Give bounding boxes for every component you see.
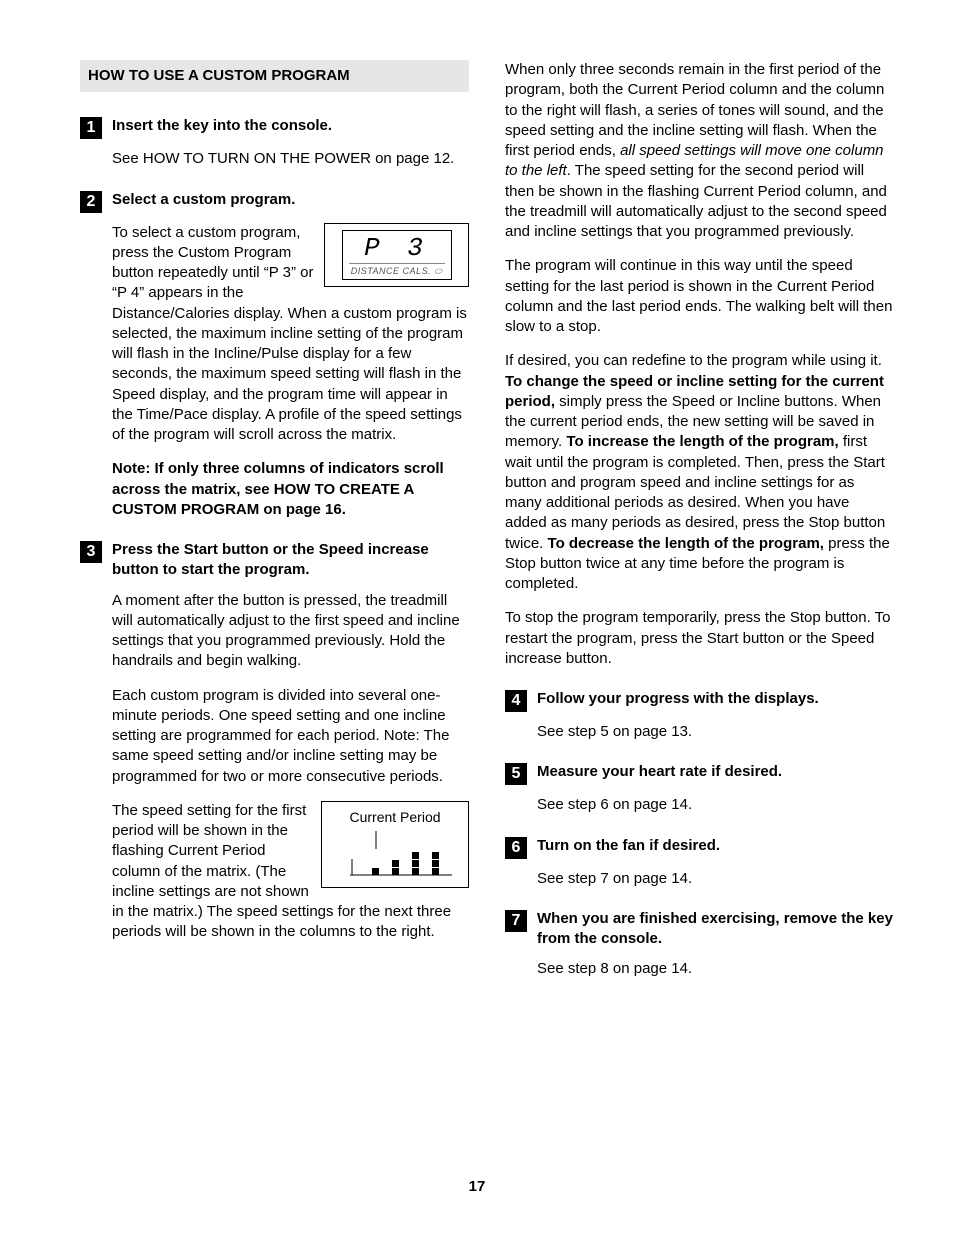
lcd-figure: P 3 DISTANCE CALS. ⬭ (324, 223, 469, 287)
body-text: A moment after the button is pressed, th… (112, 591, 469, 672)
step-title: Select a custom program. (112, 191, 295, 208)
page: HOW TO USE A CUSTOM PROGRAM 1 Insert the… (0, 0, 954, 1235)
two-column-layout: HOW TO USE A CUSTOM PROGRAM 1 Insert the… (80, 60, 894, 1000)
matrix-figure: Current Period (321, 801, 469, 888)
step-title: Follow your progress with the displays. (537, 690, 819, 707)
body-text: See step 7 on page 14. (537, 869, 894, 889)
body-text: When only three seconds remain in the fi… (505, 60, 894, 242)
body-text: See step 5 on page 13. (537, 722, 894, 742)
step-number-badge: 3 (80, 541, 102, 563)
step-number-badge: 7 (505, 910, 527, 932)
body-text: To stop the program temporarily, press t… (505, 608, 894, 669)
step-3-header: 3 Press the Start button or the Speed in… (80, 540, 469, 581)
step-title: Insert the key into the console. (112, 117, 332, 134)
body-text: Each custom program is divided into seve… (112, 686, 469, 787)
left-column: HOW TO USE A CUSTOM PROGRAM 1 Insert the… (80, 60, 469, 1000)
step-6-header: 6 Turn on the fan if desired. (505, 836, 894, 859)
section-header: HOW TO USE A CUSTOM PROGRAM (80, 60, 469, 92)
step-title: When you are finished exercising, remove… (537, 910, 893, 947)
step-3-body: A moment after the button is pressed, th… (112, 591, 469, 943)
right-column: When only three seconds remain in the fi… (505, 60, 894, 1000)
step-7-body: See step 8 on page 14. (537, 959, 894, 979)
step-2-body: P 3 DISTANCE CALS. ⬭ To select a custom … (112, 223, 469, 521)
body-text: The program will continue in this way un… (505, 256, 894, 337)
page-number: 17 (0, 1178, 954, 1195)
body-text: See step 6 on page 14. (537, 795, 894, 815)
step-number-badge: 1 (80, 117, 102, 139)
body-text: See step 8 on page 14. (537, 959, 894, 979)
step-number-badge: 5 (505, 763, 527, 785)
step-title: Turn on the fan if desired. (537, 837, 720, 854)
continuation-text: When only three seconds remain in the fi… (505, 60, 894, 669)
step-number-badge: 6 (505, 837, 527, 859)
step-number-badge: 4 (505, 690, 527, 712)
step-number-badge: 2 (80, 191, 102, 213)
lcd-label: DISTANCE CALS. ⬭ (349, 263, 445, 277)
step-title: Measure your heart rate if desired. (537, 763, 782, 780)
matrix-caption: Current Period (328, 808, 462, 827)
body-text: See HOW TO TURN ON THE POWER on page 12. (112, 149, 469, 169)
step-4-header: 4 Follow your progress with the displays… (505, 689, 894, 712)
body-text: If desired, you can redefine to the prog… (505, 351, 894, 594)
step-5-body: See step 6 on page 14. (537, 795, 894, 815)
matrix-svg (330, 831, 460, 881)
note-text: Note: If only three columns of indicator… (112, 459, 469, 520)
lcd-digits: P 3 (349, 235, 445, 261)
step-title: Press the Start button or the Speed incr… (112, 541, 429, 578)
step-5-header: 5 Measure your heart rate if desired. (505, 762, 894, 785)
step-7-header: 7 When you are finished exercising, remo… (505, 909, 894, 950)
step-1-body: See HOW TO TURN ON THE POWER on page 12. (112, 149, 469, 169)
step-6-body: See step 7 on page 14. (537, 869, 894, 889)
step-4-body: See step 5 on page 13. (537, 722, 894, 742)
step-1-header: 1 Insert the key into the console. (80, 116, 469, 139)
step-2-header: 2 Select a custom program. (80, 190, 469, 213)
